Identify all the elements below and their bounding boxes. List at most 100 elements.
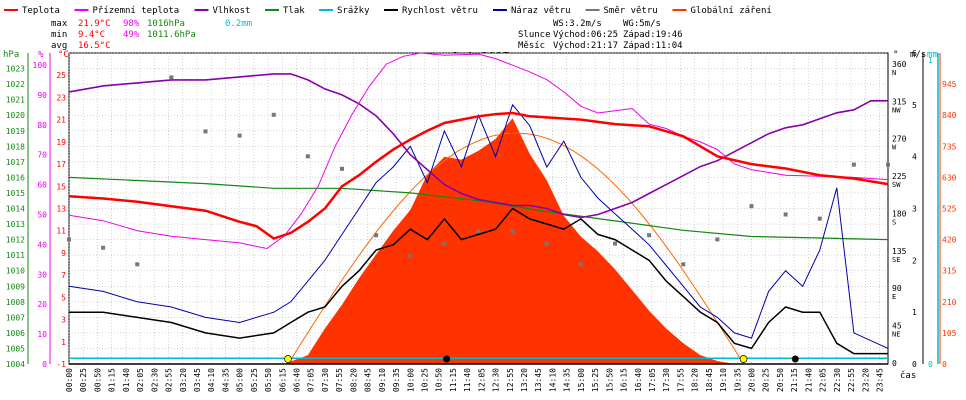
moonrise-marker: [791, 355, 799, 363]
time-tick: 13:20: [520, 368, 529, 392]
time-tick: 12:05: [477, 368, 486, 392]
pressure-tick: 1004: [6, 360, 25, 369]
wind-tick: 4: [912, 153, 917, 162]
unit-deg: °: [893, 50, 898, 60]
stats-min-temp: 9.4°C: [78, 30, 105, 40]
wind-tick: 5: [912, 101, 917, 110]
time-tick: 23:20: [861, 368, 870, 392]
time-tick: 18:20: [691, 368, 700, 392]
sunrise-marker: [284, 355, 292, 363]
humidity-tick: 50: [37, 210, 47, 219]
moon-label: Měsíc: [518, 41, 545, 51]
wind-dir-mark: [169, 75, 174, 80]
moonset-marker: [443, 355, 451, 363]
temp-tick: 15: [56, 182, 66, 191]
time-tick: 05:00: [236, 368, 245, 392]
wind-tick: 3: [912, 205, 917, 214]
wind-dir-mark: [442, 241, 447, 246]
time-tick: 14:10: [548, 368, 557, 392]
wind-dir-mark: [374, 233, 379, 238]
temp-tick: 3: [61, 316, 66, 325]
time-tick: 07:05: [307, 368, 316, 392]
stats-avg-label: avg: [51, 41, 67, 51]
chart-legend: Teplota Přízemní teplota Vlhkost Tlak Srážky…: [4, 6, 772, 16]
time-tick: 19:10: [719, 368, 728, 392]
unit-hpa: hPa: [3, 50, 19, 60]
solar-tick: 420: [942, 236, 957, 245]
pressure-tick: 1010: [6, 267, 25, 276]
humidity-tick: 0: [42, 360, 47, 369]
wind-tick: 1: [912, 308, 917, 317]
legend-label: Rychlost větru: [402, 6, 478, 16]
stats-max-hum: 98%: [123, 19, 140, 29]
time-tick: 06:15: [278, 368, 287, 392]
legend-item: Směr větru: [585, 6, 658, 16]
plot-area: 1023102210211020101910181017101610151014…: [6, 49, 957, 392]
sun-rise: Východ:06:25: [553, 30, 618, 40]
solar-tick: 315: [942, 267, 957, 276]
wind-dir-mark: [544, 241, 549, 246]
pressure-tick: 1008: [6, 298, 25, 307]
wind-dir-mark: [135, 262, 140, 267]
wind-dir-mark: [715, 237, 720, 242]
stats-max-press: 1016hPa: [147, 19, 185, 29]
wind-speed-info: WS:3.2m/s: [553, 19, 602, 29]
time-tick: 15:50: [605, 368, 614, 392]
temp-tick: 13: [56, 205, 66, 214]
time-tick: 22:55: [847, 368, 856, 392]
time-tick: 20:25: [762, 368, 771, 392]
time-tick: 02:55: [165, 368, 174, 392]
time-unit-label: čas: [900, 370, 916, 381]
time-tick: 10:50: [435, 368, 444, 392]
time-tick: 22:30: [833, 368, 842, 392]
humidity-tick: 20: [37, 300, 47, 309]
time-tick: 04:10: [207, 368, 216, 392]
pressure-tick: 1005: [6, 344, 25, 353]
solar-tick: 0: [942, 360, 947, 369]
time-tick: 05:50: [264, 368, 273, 392]
pressure-tick: 1022: [6, 80, 25, 89]
wind-dir-mark: [817, 216, 822, 221]
legend-label: Teplota: [22, 6, 60, 16]
temp-tick: 5: [61, 293, 66, 302]
solar-tick: 630: [942, 173, 957, 182]
legend-label: Vlhkost: [213, 6, 251, 16]
pressure-tick: 1016: [6, 173, 25, 182]
humidity-line: [68, 73, 888, 219]
pressure-tick: 1007: [6, 313, 25, 322]
wind-gust-info: WG:5m/s: [623, 19, 661, 29]
pressure-line: [68, 176, 889, 241]
temp-tick: -1: [56, 360, 66, 369]
pressure-tick: 1011: [6, 251, 25, 260]
time-tick: 00:25: [79, 368, 88, 392]
wind-dir-mark: [613, 241, 617, 246]
direction-cardinal: N: [892, 69, 896, 77]
time-tick: 14:35: [563, 368, 572, 392]
direction-cardinal: NW: [892, 106, 901, 114]
wind-dir-mark: [783, 212, 788, 217]
wind-tick: 6: [912, 49, 917, 58]
time-tick: 16:40: [634, 368, 643, 392]
stats-max-rain: 0.2mm: [225, 19, 252, 29]
pressure-tick: 1006: [6, 329, 25, 338]
time-tick: 07:30: [321, 368, 330, 392]
ground-temp-line: [68, 52, 889, 250]
time-tick: 05:25: [250, 368, 259, 392]
wind-line: [69, 207, 888, 355]
wind-dir-mark: [408, 254, 413, 259]
legend-label: Tlak: [283, 6, 305, 16]
wind-tick: 2: [912, 256, 917, 265]
legend-item: Vlhkost: [194, 6, 251, 16]
time-tick: 08:45: [364, 368, 373, 392]
unit-ms: m/s: [910, 50, 926, 60]
wind-dir-mark: [681, 262, 686, 267]
humidity-tick: 80: [37, 121, 47, 130]
legend-item: Rychlost větru: [384, 6, 478, 16]
rain-tick: 0: [928, 360, 933, 369]
temp-tick: 19: [56, 138, 66, 147]
moon-rise: Východ:21:17: [553, 41, 618, 51]
time-tick: 17:55: [676, 368, 685, 392]
time-tick: 11:15: [449, 368, 458, 392]
stats-block: max 21.9°C 98% 1016hPa 0.2mm min 9.4°C 4…: [51, 19, 252, 51]
stats-max-label: max: [51, 19, 68, 29]
